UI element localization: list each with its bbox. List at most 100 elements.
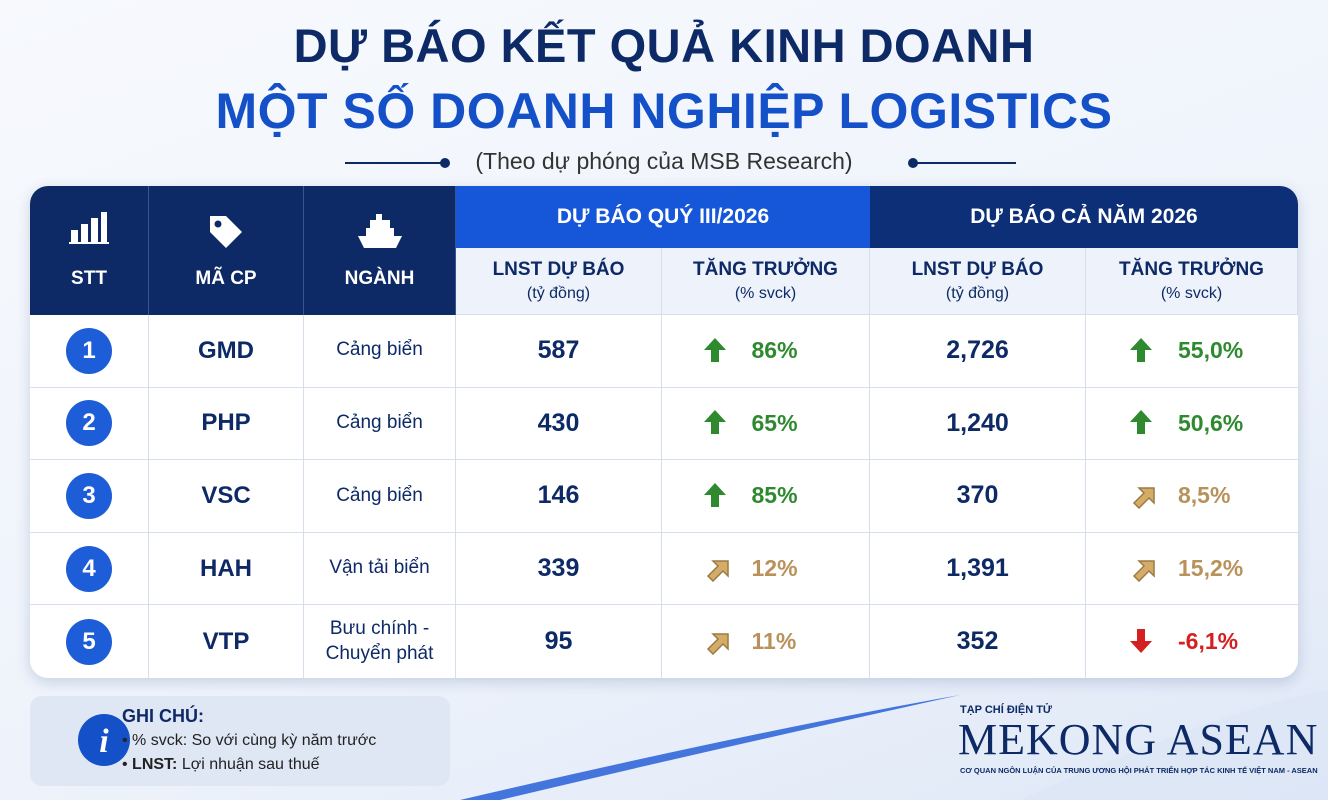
- stt-badge: 2: [66, 400, 112, 447]
- stt-badge: 5: [66, 618, 112, 665]
- logo-name: MEKONG ASEAN: [958, 715, 1319, 764]
- subheader: LNST DỰ BÁO (tỷ đồng): [456, 248, 662, 315]
- header-icon: [69, 211, 109, 256]
- trend-arrow: [1130, 337, 1152, 362]
- header-icon: [206, 212, 246, 256]
- growth: -6,1%: [1178, 628, 1239, 655]
- profit: 2,726: [870, 315, 1086, 388]
- logo-tagline: CƠ QUAN NGÔN LUẬN CỦA TRUNG ƯƠNG HỘI PHÁ…: [960, 766, 1318, 775]
- column-header: MÃ CP: [195, 267, 257, 289]
- stt-cell: 4: [30, 532, 149, 606]
- profit: 1,391: [870, 532, 1086, 606]
- trend-arrow: [703, 410, 726, 435]
- sector: Vận tải biển: [304, 532, 456, 606]
- header-cell: STT: [30, 186, 149, 315]
- table: STT MÃ CP NGÀNH DỰ BÁO QUÝ III/2026 DỰ BÁO C…: [30, 186, 1298, 678]
- profit: 339: [456, 532, 662, 606]
- trend-arrow: [703, 337, 726, 362]
- growth-cell: -6,1%: [1086, 605, 1298, 678]
- ticker: HAH: [149, 532, 304, 606]
- trend-arrow: [703, 482, 726, 507]
- growth-cell: 12%: [662, 532, 870, 606]
- dot: [908, 158, 918, 168]
- growth-cell: 65%: [662, 387, 870, 461]
- sector: Cảng biển: [304, 387, 456, 461]
- note-term: LNST:: [132, 756, 178, 773]
- column-header: NGÀNH: [344, 267, 415, 289]
- trend-arrow: [706, 559, 729, 582]
- info-icon: i: [78, 714, 130, 766]
- subheader: TĂNG TRƯỞNG (% svck): [1086, 248, 1298, 315]
- ticker: PHP: [149, 387, 304, 461]
- subheader-title: LNST DỰ BÁO: [492, 259, 625, 280]
- trend-arrow: [1132, 487, 1155, 509]
- note-box: i GHI CHÚ: • % svck: So với cùng kỳ năm …: [30, 696, 450, 786]
- growth: 15,2%: [1178, 555, 1244, 582]
- note-text: Lợi nhuận sau thuế: [181, 756, 320, 773]
- growth: 86%: [751, 337, 798, 364]
- growth-cell: 11%: [662, 605, 870, 678]
- subheader-unit: (tỷ đồng): [526, 285, 591, 302]
- column-header: STT: [71, 267, 107, 289]
- sector: Bưu chính - Chuyển phát: [304, 605, 456, 678]
- growth: 12%: [751, 555, 798, 582]
- profit: 370: [870, 460, 1086, 533]
- growth: 11%: [751, 628, 797, 655]
- stt-cell: 5: [30, 605, 149, 678]
- growth-cell: 85%: [662, 460, 870, 533]
- stt-cell: 1: [30, 315, 149, 388]
- header-icon: [356, 212, 404, 256]
- ticker: GMD: [149, 315, 304, 388]
- growth-cell: 50,6%: [1086, 388, 1298, 461]
- subheader: LNST DỰ BÁO (tỷ đồng): [870, 248, 1086, 315]
- ticker: VSC: [149, 460, 304, 533]
- header-cell: NGÀNH: [304, 186, 456, 315]
- growth: 8,5%: [1178, 482, 1231, 509]
- subheader-unit: (% svck): [734, 285, 797, 302]
- stt-cell: 3: [30, 460, 149, 533]
- trend-arrow: [1132, 559, 1155, 582]
- subtitle: (Theo dự phóng của MSB Research): [475, 148, 853, 174]
- svg-text:i: i: [99, 723, 109, 760]
- subheader-title: LNST DỰ BÁO: [911, 259, 1044, 280]
- profit: 352: [870, 605, 1086, 678]
- profit: 587: [456, 315, 662, 388]
- header-cell: MÃ CP: [149, 186, 304, 315]
- profit: 146: [456, 460, 662, 533]
- profit: 95: [456, 605, 662, 678]
- note-item: • % svck: So với cùng kỳ năm trước: [122, 732, 377, 749]
- stt-badge: 4: [66, 545, 112, 592]
- subheader-title: TĂNG TRƯỞNG: [693, 259, 838, 280]
- subheader: TĂNG TRƯỞNG (% svck): [662, 248, 870, 315]
- rule: [916, 162, 1016, 164]
- rule: [345, 162, 445, 164]
- profit: 430: [456, 387, 662, 461]
- dot: [440, 158, 450, 168]
- growth-cell: 8,5%: [1086, 460, 1298, 533]
- trend-arrow: [1130, 628, 1152, 653]
- growth: 50,6%: [1178, 409, 1244, 436]
- title: DỰ BÁO KẾT QUẢ KINH DOANH: [293, 19, 1035, 72]
- note-title: GHI CHÚ:: [122, 706, 204, 726]
- growth-cell: 86%: [662, 315, 870, 388]
- stt-badge: 3: [66, 472, 112, 519]
- subheader-title: TĂNG TRƯỞNG: [1119, 259, 1264, 280]
- growth-cell: 15,2%: [1086, 533, 1298, 606]
- stt-cell: 2: [30, 387, 149, 461]
- growth-cell: 55,0%: [1086, 315, 1298, 388]
- growth: 85%: [751, 482, 798, 509]
- sector: Cảng biển: [304, 315, 456, 388]
- trend-arrow: [1130, 410, 1152, 435]
- subheader-unit: (tỷ đồng): [945, 285, 1010, 302]
- sector: Cảng biển: [304, 460, 456, 533]
- logo-kicker: TẠP CHÍ ĐIỆN TỬ: [960, 704, 1053, 716]
- subheader-unit: (% svck): [1160, 285, 1223, 302]
- group-header: DỰ BÁO CẢ NĂM 2026: [870, 186, 1298, 248]
- ticker: VTP: [149, 605, 304, 678]
- profit: 1,240: [870, 387, 1086, 461]
- group-header: DỰ BÁO QUÝ III/2026: [456, 186, 870, 248]
- note-term: % svck:: [132, 732, 188, 749]
- growth: 65%: [751, 409, 798, 436]
- stt-badge: 1: [66, 327, 112, 374]
